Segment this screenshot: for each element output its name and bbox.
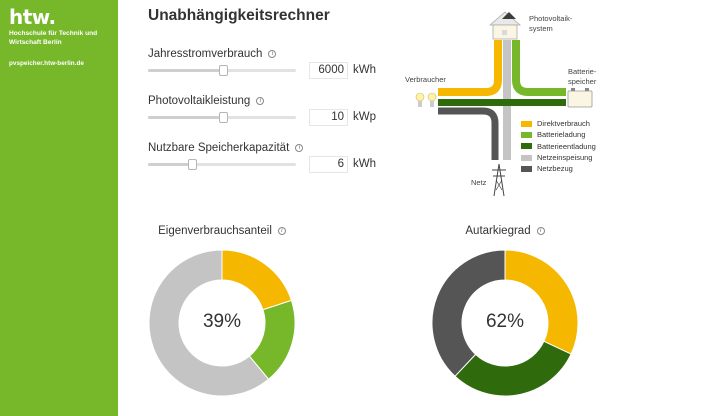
legend-label: Netzeinspeisung: [537, 153, 593, 163]
info-icon[interactable]: i: [295, 144, 304, 152]
storage-slider[interactable]: [148, 159, 296, 170]
storage-input[interactable]: 6: [309, 156, 348, 173]
pv-label-1: Photovoltaik-: [529, 14, 573, 23]
unit-label: kWp: [353, 111, 376, 123]
slider-thumb[interactable]: [188, 159, 198, 170]
legend-swatch: [521, 165, 532, 172]
consumption-slider[interactable]: [148, 65, 296, 76]
grid-label: Netz: [471, 178, 487, 187]
legend-label: Batterieentladung: [537, 141, 596, 151]
self-consumption-title: Eigenverbrauchsanteil i: [148, 225, 296, 237]
legend-label: Direktverbrauch: [537, 119, 590, 129]
legend-item: Batterieentladung: [521, 141, 596, 152]
chart-title-text: Eigenverbrauchsanteil: [158, 225, 272, 237]
chart-title-text: Autarkiegrad: [465, 225, 531, 237]
slider-fill: [148, 116, 224, 119]
website-link[interactable]: pvspeicher.htw-berlin.de: [9, 60, 84, 67]
self-consumption-value: 39%: [202, 311, 242, 332]
legend-item: Netzeinspeisung: [521, 152, 596, 163]
donut-slice-direktverbrauch: [221, 249, 293, 311]
self-consumption-donut: [148, 249, 296, 397]
legend-swatch: [521, 131, 532, 138]
param-pv-power: Photovoltaikleistung i 10 kWp: [148, 91, 388, 126]
house-icon: [488, 11, 522, 40]
param-storage-capacity: Nutzbare Speicherkapazität i 6 kWh: [148, 138, 388, 173]
donut-slice-direktverbrauch: [504, 249, 579, 355]
lightbulb-icon: [415, 92, 437, 107]
legend-label: Batterieladung: [537, 130, 586, 140]
page-title: Unabhängigkeitsrechner: [148, 7, 330, 24]
pv-power-slider[interactable]: [148, 112, 296, 123]
donut-slice-netzeinspeisung: [148, 249, 270, 397]
legend-item: Direktverbrauch: [521, 118, 596, 129]
consumption-input[interactable]: 6000: [309, 62, 348, 79]
legend-item: Batterieladung: [521, 129, 596, 140]
pv-power-input[interactable]: 10: [309, 109, 348, 126]
info-icon[interactable]: i: [277, 227, 286, 235]
info-icon[interactable]: i: [268, 50, 277, 58]
param-label: Jahresstromverbrauch: [148, 48, 263, 60]
donut-slice-batterieentladung: [454, 340, 572, 397]
autarky-donut: [431, 249, 579, 397]
slider-fill: [148, 69, 224, 72]
slider-thumb[interactable]: [219, 112, 229, 123]
legend-item: Netzbezug: [521, 163, 596, 174]
slider-thumb[interactable]: [219, 65, 229, 76]
slider-fill: [148, 163, 193, 166]
legend-swatch: [521, 120, 532, 127]
flow-lines: [438, 40, 566, 160]
legend-swatch: [521, 143, 532, 150]
battery-label-1: Batterie-: [568, 67, 597, 76]
power-pylon-icon: [492, 163, 506, 197]
legend-swatch: [521, 154, 532, 161]
param-label: Photovoltaikleistung: [148, 95, 251, 107]
info-icon[interactable]: i: [256, 97, 265, 105]
autarky-title: Autarkiegrad i: [431, 225, 579, 237]
legend: Direktverbrauch Batterieladung Batteriee…: [521, 118, 596, 174]
sidebar: htw. Hochschule für Technik und Wirtscha…: [0, 0, 118, 416]
autarky-value: 62%: [485, 311, 525, 332]
htw-logo[interactable]: htw.: [9, 5, 56, 29]
unit-label: kWh: [353, 158, 376, 170]
legend-label: Netzbezug: [537, 164, 573, 174]
unit-label: kWh: [353, 64, 376, 76]
consumer-label: Verbraucher: [405, 75, 446, 84]
energy-flow-diagram: Photovoltaik- system Verbraucher Batteri…: [405, 11, 597, 197]
battery-icon: [567, 88, 593, 108]
pv-label-2: system: [529, 24, 553, 33]
param-annual-consumption: Jahresstromverbrauch i 6000 kWh: [148, 44, 388, 79]
param-label: Nutzbare Speicherkapazität: [148, 142, 290, 154]
info-icon[interactable]: i: [536, 227, 545, 235]
battery-label-2: speicher: [568, 77, 597, 86]
university-name: Hochschule für Technik und Wirtschaft Be…: [9, 30, 98, 46]
donut-slice-netzbezug: [431, 249, 506, 377]
